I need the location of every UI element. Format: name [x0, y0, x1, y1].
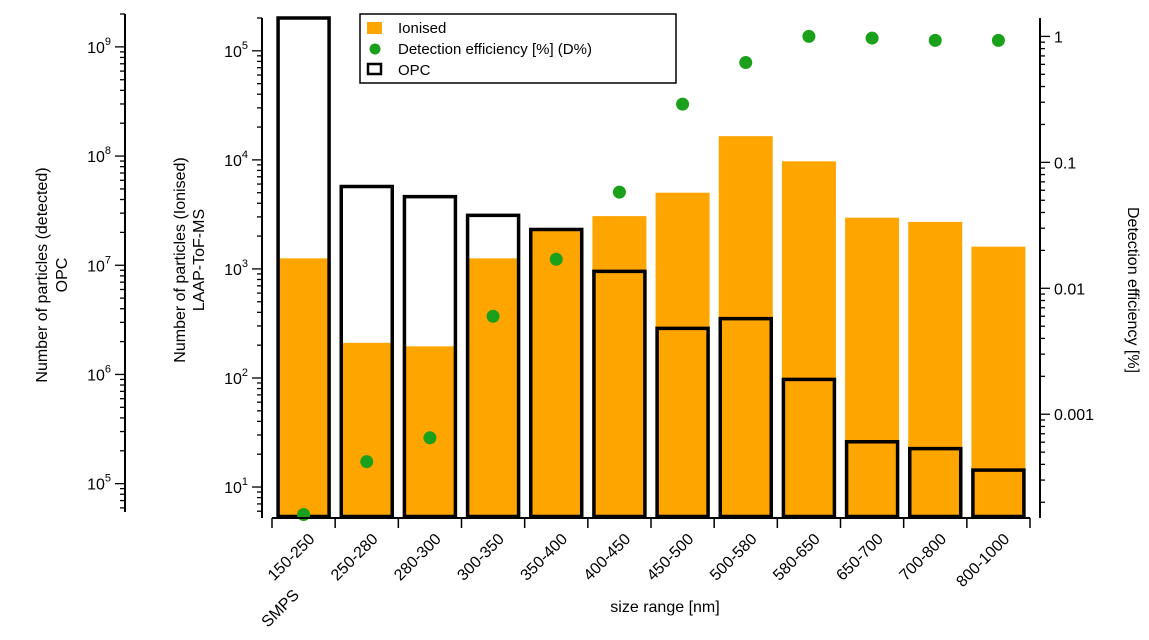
laap-tick-label: 104 — [224, 149, 248, 170]
x-tick-label: 450-500 — [644, 531, 698, 585]
legend-opc-label: OPC — [398, 62, 431, 79]
right-tick-label: 0.001 — [1054, 407, 1094, 424]
x-tick-label: 350-400 — [518, 531, 572, 585]
opc-tick-label: 109 — [87, 36, 111, 57]
efficiency-point — [865, 31, 879, 45]
opc-bar — [465, 213, 521, 519]
ionised-bar — [908, 221, 963, 519]
efficiency-point — [739, 56, 753, 70]
legend-box — [359, 13, 677, 84]
efficiency-point — [486, 309, 500, 323]
opc-bar — [339, 184, 394, 519]
opc-outline-bars — [276, 16, 1026, 519]
legend-efficiency-label: Detection efficiency [%] (D%) — [398, 41, 592, 58]
opc-tick-label: 107 — [87, 254, 111, 275]
efficiency-point — [360, 455, 374, 469]
laap-tick-label: 103 — [224, 258, 248, 279]
x-tick-label: 150-250 — [265, 531, 319, 585]
efficiency-point — [612, 185, 626, 199]
x-tick-label: 250-280 — [328, 531, 382, 585]
ionised-bar — [781, 161, 836, 518]
opc-bar — [655, 326, 710, 519]
x-tick-label: 650-700 — [833, 531, 887, 585]
opc-axis-title-line1: Number of particles (detected) — [34, 167, 51, 382]
ionised-bars — [276, 136, 1026, 519]
opc-bar — [718, 316, 773, 519]
detection-efficiency-points — [297, 29, 1005, 521]
opc-bar — [402, 194, 458, 519]
laap-tick-label: 105 — [224, 40, 248, 61]
efficiency-point — [928, 33, 942, 47]
right-tick-label: 1 — [1054, 29, 1063, 46]
opc-bar — [592, 269, 647, 519]
ionised-bar — [276, 258, 331, 518]
opc-bar — [781, 377, 837, 519]
efficiency-point — [549, 252, 563, 266]
legend-opc-swatch — [366, 62, 383, 76]
opc-axis-title-line2: OPC — [54, 258, 71, 293]
opc-bar — [971, 468, 1026, 519]
x-tick-label: 500-580 — [707, 531, 761, 585]
opc-tick-label: 106 — [87, 363, 111, 384]
right-axis-title: Detection efficiency [%] — [1124, 207, 1141, 373]
opc-tick-label: 105 — [87, 473, 111, 494]
efficiency-point — [297, 507, 311, 521]
laap-axis-title-line1: Number of particles (Ionised) — [172, 157, 189, 362]
opc-bar — [529, 227, 584, 519]
ionised-bar — [655, 192, 710, 519]
legend-ionised-swatch — [367, 22, 382, 34]
opc-bar — [844, 440, 900, 519]
ionised-bar — [529, 230, 584, 519]
laap-axis-title-line2: LAAP-ToF-MS — [191, 209, 208, 311]
x-tick-label: 580-650 — [770, 531, 824, 585]
efficiency-point — [991, 33, 1005, 47]
x-tick-label: 300-350 — [454, 531, 508, 585]
x-axis-title: size range [nm] — [610, 599, 719, 616]
right-tick-label: 0.01 — [1054, 281, 1085, 298]
opc-tick-label: 108 — [87, 145, 111, 166]
opc-bar — [908, 446, 963, 519]
ionised-bar — [466, 258, 521, 518]
efficiency-point — [802, 29, 816, 43]
efficiency-point — [423, 431, 437, 445]
ionised-bar — [339, 342, 394, 518]
efficiency-point — [676, 97, 690, 111]
ionised-bar — [971, 246, 1026, 518]
x-tick-label: 400-450 — [581, 531, 635, 585]
legend-ionised-label: Ionised — [398, 20, 446, 37]
legend: Ionised Detection efficiency [%] (D%) OP… — [359, 13, 677, 84]
x-tick-label: 280-300 — [391, 531, 445, 585]
x-axis-note: SMPS — [259, 587, 303, 631]
laap-tick-label: 102 — [224, 367, 248, 388]
laap-tick-label: 101 — [224, 476, 248, 497]
right-tick-label: 0.1 — [1054, 155, 1076, 172]
ionised-bar — [845, 217, 900, 518]
x-tick-label: 800-1000 — [953, 531, 1013, 591]
ionised-bar — [592, 216, 647, 519]
x-tick-label: 700-800 — [897, 531, 951, 585]
ionised-bar — [718, 136, 773, 518]
legend-efficiency-marker — [369, 43, 381, 55]
